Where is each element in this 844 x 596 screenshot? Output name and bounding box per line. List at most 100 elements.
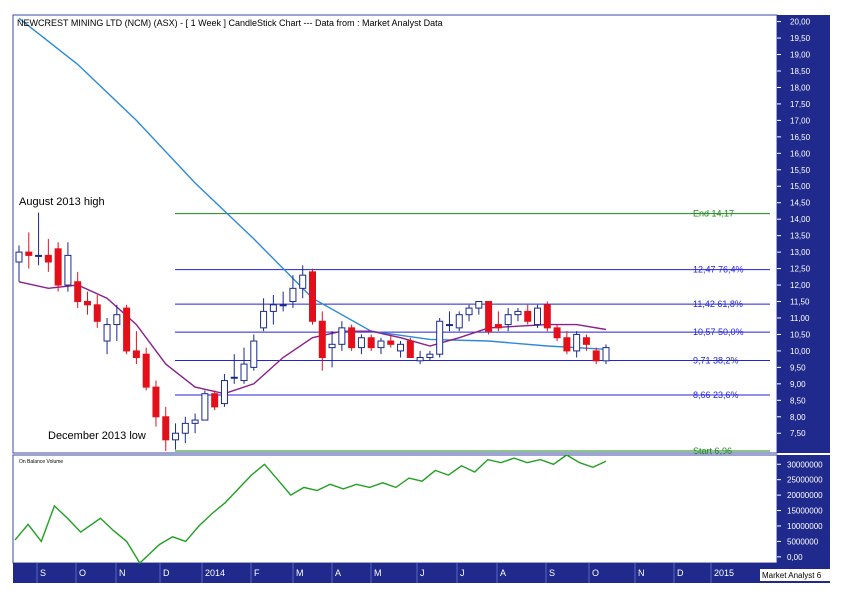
candle: [35, 212, 43, 266]
candle-body: [211, 393, 219, 408]
candle: [504, 308, 512, 332]
candle: [357, 334, 365, 355]
candle: [172, 423, 180, 450]
time-tick-label: F: [254, 568, 260, 578]
candle-body: [113, 314, 121, 326]
candle-body: [524, 310, 532, 322]
candle: [25, 232, 33, 269]
candle: [299, 265, 307, 299]
candle-body: [103, 324, 111, 342]
candle: [54, 242, 62, 292]
obv-panel: [12, 454, 778, 564]
candle-body: [406, 340, 414, 358]
candle-body: [534, 307, 542, 326]
price-tick-label: 15,00: [790, 182, 811, 191]
candle-body: [426, 353, 434, 358]
candle: [445, 311, 453, 332]
fib-label: 10,57 50,0%: [693, 327, 744, 337]
candle: [74, 271, 82, 309]
watermark: Market Analyst 6: [762, 571, 822, 580]
candle-body: [230, 376, 238, 379]
price-tick-label: 9,50: [790, 363, 806, 372]
obv-axis-panel: [777, 455, 830, 563]
obv-series-line: [14, 454, 607, 565]
candle-body: [563, 337, 571, 352]
candle: [211, 390, 219, 411]
candle-body: [602, 347, 610, 362]
candle: [181, 416, 189, 444]
candle-body: [357, 337, 365, 349]
candle-body: [25, 251, 33, 256]
candle-body: [83, 301, 91, 306]
candle-body: [309, 271, 316, 322]
candle-body: [436, 320, 444, 355]
candle: [465, 304, 473, 322]
candle-body: [152, 386, 160, 418]
price-tick-label: 17,50: [790, 100, 811, 109]
candle: [602, 344, 610, 365]
price-tick-label: 10,00: [790, 347, 811, 356]
candle-body: [387, 340, 395, 345]
candle: [377, 337, 385, 355]
candle-body: [250, 340, 258, 368]
candle: [553, 324, 561, 342]
candle: [348, 324, 356, 351]
candle-body: [132, 350, 140, 358]
price-tick-label: 19,50: [790, 34, 811, 43]
candle: [220, 373, 228, 407]
candle: [103, 317, 111, 355]
time-tick-label: A: [335, 568, 341, 578]
candle-body: [299, 274, 307, 289]
fib-label: 11,42 61,8%: [693, 299, 743, 309]
time-tick-label: 2014: [205, 568, 225, 578]
time-tick-label: M: [374, 568, 382, 578]
price-tick-label: 18,00: [790, 83, 811, 92]
fib-label: 9,71 38,2%: [693, 355, 739, 365]
candle-body: [416, 356, 424, 362]
candle-body: [269, 304, 277, 312]
obv-tick-label: 5000000: [787, 537, 819, 546]
candle: [83, 291, 91, 315]
price-tick-label: 16,00: [790, 149, 811, 158]
price-tick-label: 20,00: [790, 18, 811, 27]
obv-tick-label: 30000000: [787, 460, 823, 469]
candle: [524, 304, 532, 325]
price-tick-label: 9,00: [790, 380, 806, 389]
candle-body: [553, 327, 561, 339]
candle: [455, 311, 463, 332]
chart-title: NEWCREST MINING LTD (NCM) (ASX) - [ 1 We…: [17, 18, 443, 28]
candle-body: [592, 350, 600, 362]
candle: [44, 238, 52, 272]
price-tick-label: 14,00: [790, 215, 811, 224]
candle: [93, 294, 101, 328]
candle-body: [445, 324, 453, 327]
candle: [250, 334, 258, 371]
price-tick-label: 7,50: [790, 429, 806, 438]
candle-body: [191, 419, 199, 424]
price-tick-label: 14,50: [790, 199, 811, 208]
candle-body: [201, 393, 209, 421]
price-tick-label: 11,50: [790, 298, 810, 307]
price-tick-label: 16,50: [790, 133, 811, 142]
candle-body: [123, 307, 131, 352]
price-tick-label: 12,50: [790, 265, 811, 274]
fibonacci-levels: End 14,17 12,47 76,4% 11,42 61,8% 10,57 50,…: [175, 209, 770, 456]
obv-axis-ticks: 30000000 25000000 20000000 15000000 10000000…: [777, 460, 823, 562]
candle: [162, 406, 170, 452]
price-tick-label: 19,00: [790, 51, 811, 60]
candle: [123, 304, 131, 355]
candle-body: [494, 324, 502, 329]
price-tick-label: 12,00: [790, 281, 811, 290]
price-tick-label: 17,00: [790, 116, 811, 125]
candle-body: [181, 422, 189, 434]
annotation-december-low: December 2013 low: [48, 430, 146, 442]
fib-label: Start 6,96: [693, 446, 732, 456]
time-tick-label: S: [40, 568, 46, 578]
price-tick-label: 8,50: [790, 396, 806, 405]
time-tick-label: M: [296, 568, 304, 578]
time-tick-label: S: [549, 568, 555, 578]
price-tick-label: 13,50: [790, 232, 811, 241]
candle-body: [289, 287, 297, 303]
candle-body: [15, 251, 23, 263]
